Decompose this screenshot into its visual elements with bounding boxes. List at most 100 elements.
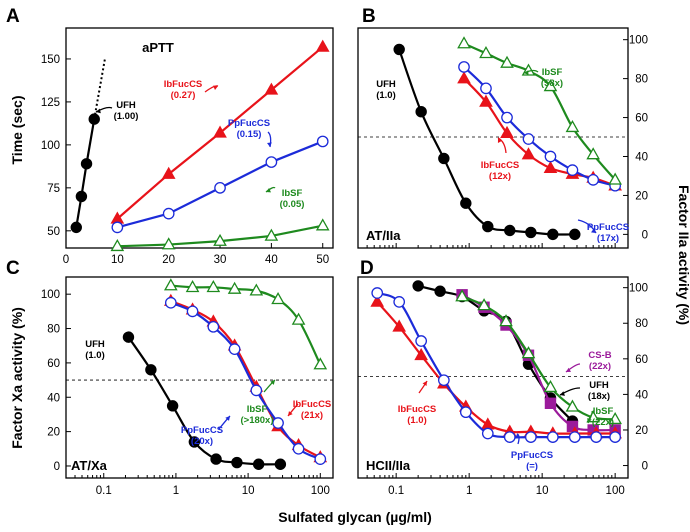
data-point: [185, 280, 200, 293]
data-point: [162, 207, 175, 220]
data-point: [163, 278, 178, 291]
data-point: [393, 43, 405, 56]
panel-letter: B: [362, 6, 376, 27]
data-point: [264, 82, 279, 95]
annotation-value: (0.27): [171, 90, 196, 101]
annotation-arrow: [204, 85, 219, 93]
annotation-label: UFH: [116, 100, 136, 111]
x-tick-label: 30: [214, 254, 227, 266]
data-point: [252, 458, 265, 470]
data-point: [315, 218, 330, 231]
data-point: [437, 374, 450, 387]
data-point: [587, 174, 600, 186]
annotation-ppfuccs: PpFucCS(17x): [577, 219, 629, 244]
arrow-head: [587, 418, 592, 423]
data-point: [213, 125, 227, 138]
data-point: [543, 379, 558, 393]
arrow-head: [591, 228, 596, 233]
y-tick-label: 20: [635, 190, 648, 202]
data-point: [392, 319, 407, 332]
arrow-head: [213, 85, 218, 91]
data-point: [291, 312, 306, 325]
data-point: [521, 147, 536, 160]
annotation-ibfuccs: IbFucCS(12x): [481, 137, 519, 182]
y-tick-label: 100: [41, 289, 60, 301]
x-tick-label: 0.1: [96, 485, 112, 497]
annotation-label: IbSF: [247, 404, 268, 415]
panel-b: B AT/IIa 0 20 40 60 80 100 UFH(1.0) IbSF(58x) IbFu…: [357, 6, 648, 249]
data-point: [274, 458, 287, 470]
arrow-head: [566, 367, 571, 372]
arrow-head: [266, 188, 271, 193]
arrow-head: [560, 391, 565, 396]
annotation-value: (12x): [489, 171, 511, 182]
data-point: [70, 221, 82, 234]
data-point: [434, 285, 446, 297]
x-tick-label: 40: [265, 254, 278, 266]
series-ppfuccs: [371, 287, 621, 443]
annotation-ufh: UFH(18x): [559, 380, 610, 402]
data-point: [265, 156, 278, 168]
data-point: [110, 238, 125, 252]
data-point: [415, 335, 428, 347]
data-point: [210, 453, 222, 465]
data-point: [206, 280, 221, 293]
y-tick-label: 0: [642, 229, 648, 241]
data-point: [188, 436, 201, 448]
annotation-label: PpFucCS: [181, 425, 223, 436]
data-point: [314, 453, 327, 465]
data-point: [482, 220, 494, 233]
annotation-label: PpFucCS: [228, 118, 270, 129]
data-point: [609, 431, 621, 443]
x-tick-label: 100: [606, 485, 625, 497]
x-tick-label: 1: [466, 485, 472, 497]
y-tick-label: 80: [47, 324, 60, 336]
data-point: [544, 397, 557, 409]
annotation-value: (1.0): [407, 415, 427, 426]
data-point: [480, 82, 492, 95]
data-point: [292, 442, 305, 455]
data-point: [569, 228, 581, 241]
panel-title: aPTT: [142, 40, 174, 55]
data-point: [458, 61, 470, 73]
plot-frame: [357, 276, 629, 479]
data-point: [80, 158, 93, 170]
data-point: [459, 406, 472, 419]
data-point: [543, 160, 558, 173]
y-tick-label: 60: [47, 358, 60, 370]
data-point: [88, 113, 100, 125]
y-tick-label: 80: [635, 74, 648, 86]
series-ibsf: [110, 218, 330, 252]
data-point: [166, 400, 179, 412]
annotation-value: (17x): [597, 233, 619, 244]
annotation-value: (18x): [588, 391, 610, 402]
series-line: [75, 118, 96, 228]
annotation-value: (0.05): [280, 199, 305, 210]
plot-frame: [65, 27, 334, 249]
data-point: [214, 181, 226, 194]
panel-title: AT/Xa: [71, 458, 108, 473]
y-tick-label: 40: [47, 392, 60, 404]
y-tick-label: 100: [629, 35, 648, 47]
y-tick-label: 125: [41, 97, 60, 109]
series-ufh: [70, 56, 107, 234]
arrow-head: [497, 138, 503, 143]
y-tick-label: 150: [41, 54, 60, 66]
y-tick-label: 100: [41, 140, 60, 152]
data-point: [161, 237, 176, 250]
annotation-ibfuccs: IbFucCS(1.0): [398, 380, 436, 426]
data-point: [231, 456, 243, 469]
annotation-label: IbSF: [542, 67, 563, 78]
x-axis-label: Sulfated glycan (µg/ml): [278, 509, 432, 525]
panel-letter: A: [6, 6, 20, 27]
y-tick-label: 60: [635, 113, 648, 125]
annotation-value: (0.15): [237, 129, 262, 140]
y-tick-label: 60: [635, 354, 648, 366]
data-point: [393, 296, 406, 308]
data-point: [543, 79, 558, 92]
data-point: [111, 221, 124, 234]
annotation-value: (22x): [589, 361, 611, 372]
data-point: [586, 147, 601, 160]
y-axis-label-factor-iia: Factor IIa activity (%): [676, 185, 690, 325]
